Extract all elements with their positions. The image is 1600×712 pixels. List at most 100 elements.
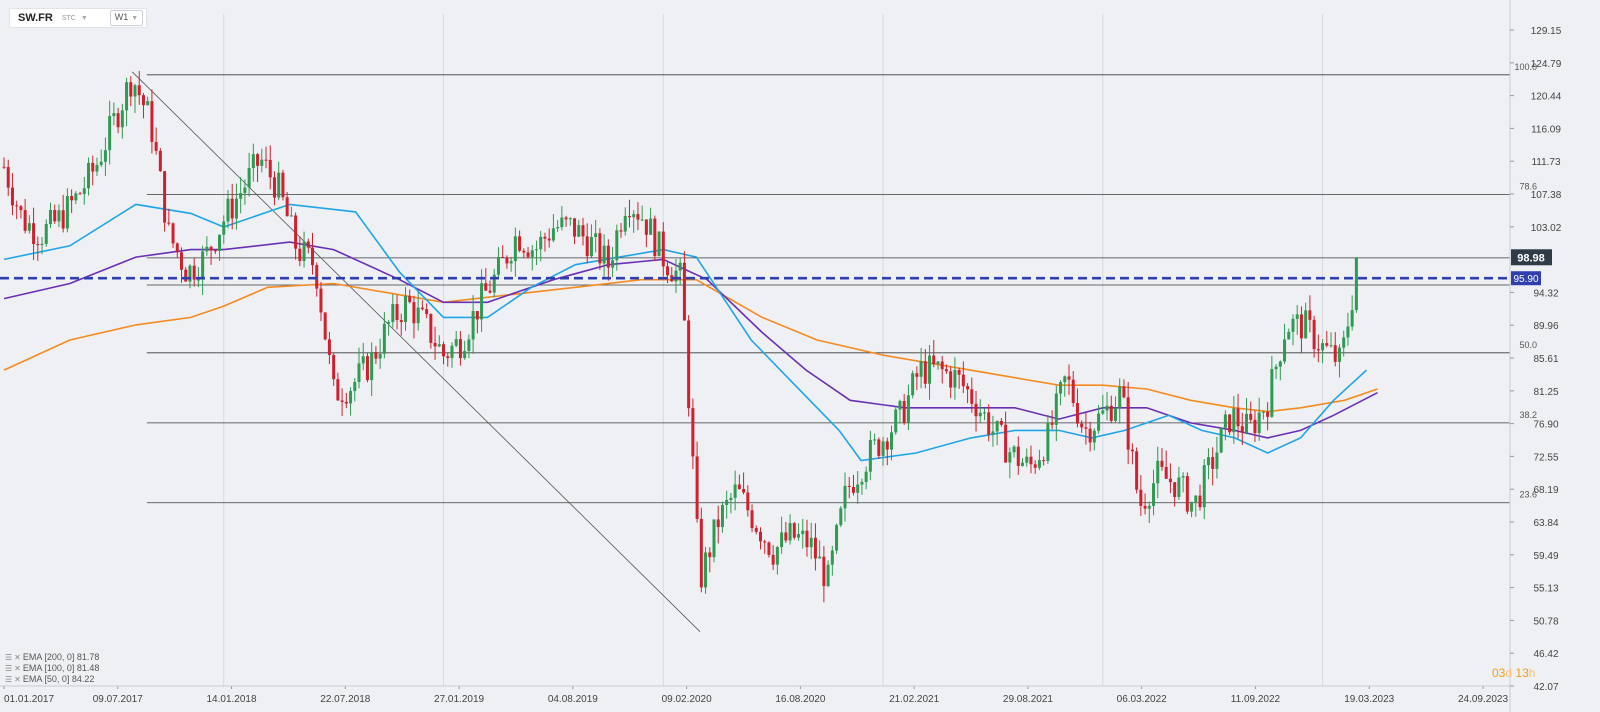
candle-body	[1160, 460, 1164, 467]
candle-body	[1236, 408, 1240, 427]
candle-body	[15, 205, 19, 207]
candle-body	[961, 374, 965, 387]
candle-body	[1097, 413, 1101, 431]
candle-body	[944, 369, 948, 372]
candle-body	[627, 215, 631, 218]
candle-body	[365, 356, 369, 381]
horizontal-level: 95.90 98.98	[0, 249, 1552, 286]
candle-body	[953, 370, 957, 388]
candle-body	[412, 302, 416, 324]
candle-body	[1185, 476, 1189, 512]
settings-icon[interactable]: ☰	[5, 675, 13, 684]
candle-body	[112, 113, 116, 117]
candle-body	[1190, 501, 1194, 512]
candle-body	[1113, 407, 1117, 421]
candle-body	[234, 198, 238, 219]
key-level-label: 95.90	[1513, 274, 1538, 285]
candle-body	[239, 193, 243, 199]
candle-body	[1299, 314, 1303, 339]
candle-body	[192, 265, 196, 280]
key-level-tag	[1511, 271, 1541, 286]
countdown-days: 03	[1492, 666, 1506, 680]
candle-body	[1181, 476, 1185, 478]
legend-row-ema100[interactable]: ☰ ✕ EMA [100, 0] 81.48	[5, 663, 99, 674]
candle-body	[340, 400, 344, 402]
candle-body	[99, 161, 103, 165]
candle-body	[1337, 347, 1341, 362]
candle-body	[1092, 430, 1096, 443]
settings-icon[interactable]: ☰	[5, 664, 13, 673]
candle-body	[1304, 310, 1308, 339]
candle-body	[1232, 408, 1236, 433]
candle-body	[256, 154, 260, 166]
candle-body	[513, 236, 517, 262]
candle-body	[695, 456, 699, 519]
y-tick-label: 120.44	[1531, 92, 1562, 103]
settings-icon[interactable]: ☰	[5, 653, 13, 662]
ema200-line	[3, 278, 1378, 413]
candle-body	[146, 101, 150, 106]
candle-body	[353, 381, 357, 392]
candle-body	[577, 225, 581, 237]
candle-body	[125, 82, 129, 111]
candle-body	[484, 283, 488, 291]
candle-body	[230, 198, 234, 219]
close-icon[interactable]: ✕	[14, 664, 21, 673]
candle-body	[298, 248, 302, 261]
ema50-line	[3, 203, 1368, 462]
candle-body	[361, 356, 365, 364]
candle-body	[649, 218, 653, 235]
candle-body	[205, 246, 209, 252]
candle-body	[835, 525, 839, 551]
candle-body	[463, 351, 467, 359]
x-tick-label: 09.07.2017	[93, 694, 143, 705]
candle-body	[640, 219, 644, 221]
candle-body	[1152, 483, 1156, 506]
candle-body	[281, 172, 285, 198]
candle-body	[378, 353, 382, 359]
y-tick-label: 63.84	[1533, 518, 1558, 529]
candle-body	[573, 218, 577, 237]
candle-body	[805, 530, 809, 548]
candle-body	[167, 222, 171, 224]
candle-body	[382, 323, 386, 354]
legend-row-ema200[interactable]: ☰ ✕ EMA [200, 0] 81.78	[5, 652, 99, 663]
candle-body	[65, 196, 69, 229]
close-icon[interactable]: ✕	[14, 653, 21, 662]
x-tick-label: 27.01.2019	[434, 694, 484, 705]
candle-body	[268, 159, 272, 178]
candle-body	[137, 85, 141, 96]
candle-body	[822, 556, 826, 587]
candle-body	[141, 95, 145, 106]
instrument-selector[interactable]: SW.FR STC ▼ W1 ▼	[9, 8, 147, 28]
countdown-days-unit: d	[1505, 666, 1513, 680]
candle-body	[1135, 451, 1139, 490]
y-tick-label: 76.90	[1533, 420, 1558, 431]
candle-body	[982, 412, 986, 414]
candle-body	[103, 150, 107, 162]
candle-body	[184, 269, 188, 282]
candle-body	[91, 162, 95, 172]
candle-body	[1168, 478, 1172, 483]
candle-body	[1071, 379, 1075, 404]
candle-body	[957, 370, 961, 375]
candle-body	[1291, 318, 1295, 332]
candle-body	[928, 355, 932, 384]
candle-body	[547, 238, 551, 241]
candle-body	[1308, 310, 1312, 320]
timeframe-selector[interactable]: W1 ▼	[109, 10, 144, 26]
candle-body	[585, 236, 589, 257]
candle-body	[978, 412, 982, 417]
candle-body	[775, 547, 779, 565]
chevron-down-icon[interactable]: ▼	[80, 14, 88, 22]
close-icon[interactable]: ✕	[14, 675, 21, 684]
legend-row-ema50[interactable]: ☰ ✕ EMA [50, 0] 84.22	[5, 674, 99, 685]
candle-body	[851, 486, 855, 493]
candle-body	[754, 528, 758, 532]
candle-body	[843, 485, 847, 509]
candle-body	[1253, 419, 1257, 434]
legend-label: EMA [200, 0] 81.78	[22, 652, 100, 662]
candle-body	[1046, 422, 1050, 461]
fib-level-label: 23.6	[1519, 490, 1537, 500]
